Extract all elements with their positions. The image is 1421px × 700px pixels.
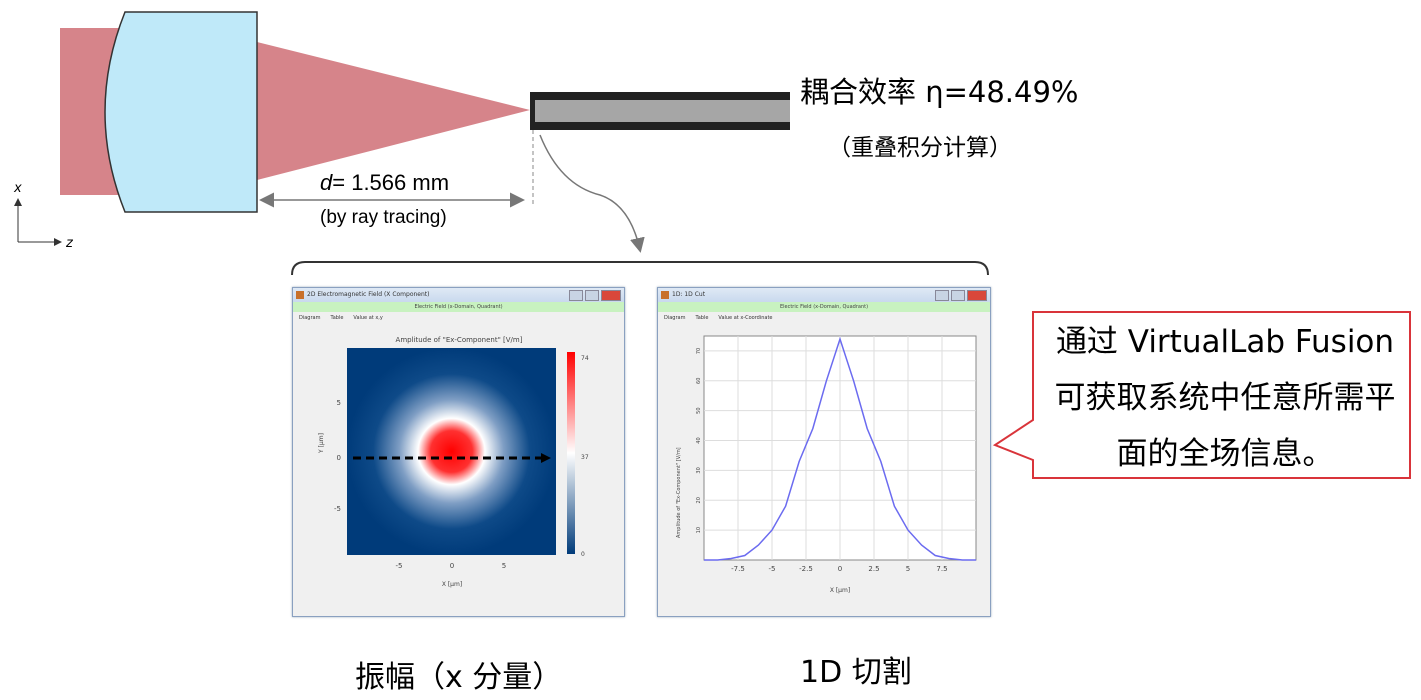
x-tick-label: -7.5 xyxy=(731,565,745,573)
distance-method: (by ray tracing) xyxy=(320,207,447,228)
colorbar-tick: 37 xyxy=(581,454,589,461)
close-button[interactable] xyxy=(601,290,621,301)
coupling-efficiency: 耦合效率 η=48.49% xyxy=(800,75,1078,109)
svg-text:x: x xyxy=(13,181,22,196)
callout-text: 通过 VirtualLab Fusion 可获取系统中任意所需平面的全场信息。 xyxy=(1054,324,1396,472)
tab-diagram[interactable]: Diagram xyxy=(299,315,321,321)
tab-value[interactable]: Value at x,y xyxy=(353,315,383,321)
coordinate-axes: x z xyxy=(13,181,74,251)
app-icon xyxy=(296,291,304,299)
x-tick-label: 2.5 xyxy=(868,565,879,573)
tab-diagram[interactable]: Diagram xyxy=(664,315,686,321)
x-axis-label: X [µm] xyxy=(830,587,850,594)
window-2d-field[interactable]: 2D Electromagnetic Field (X Component) E… xyxy=(292,287,625,617)
y-axis-label: Y [µm] xyxy=(318,433,325,454)
y-tick: 5 xyxy=(337,399,341,407)
colorbar xyxy=(567,352,575,554)
y-axis-label: Amplitude of "Ex-Component" [V/m] xyxy=(676,447,682,538)
y-tick-label: 40 xyxy=(696,437,702,443)
minimize-button[interactable] xyxy=(935,290,949,301)
x-tick-label: -5 xyxy=(769,565,776,573)
x-axis-label: X [µm] xyxy=(442,581,462,588)
fiber-core xyxy=(535,100,790,122)
focused-beam-cone xyxy=(257,42,530,180)
colorbar-tick: 0 xyxy=(581,551,585,558)
app-icon xyxy=(661,291,669,299)
caption-cut: 1D 切割 xyxy=(800,655,912,690)
field-plot: Amplitude of "Ex-Component" [V/m] 74 37 … xyxy=(318,336,589,588)
window-title: 2D Electromagnetic Field (X Component) xyxy=(307,291,430,298)
lens xyxy=(104,11,258,213)
window-subtitle: Electric Field (x-Domain, Quadrant) xyxy=(293,302,624,312)
y-tick-label: 70 xyxy=(696,348,702,354)
x-tick: 0 xyxy=(450,562,454,570)
window-title: 1D: 1D Cut xyxy=(672,291,706,298)
y-tick-label: 20 xyxy=(696,497,702,503)
x-tick: 5 xyxy=(502,562,506,570)
minimize-button[interactable] xyxy=(569,290,583,301)
colorbar-tick: 74 xyxy=(581,355,589,362)
x-tick-label: 7.5 xyxy=(936,565,947,573)
curved-arrow xyxy=(539,134,645,253)
tab-value[interactable]: Value at x-Coordinate xyxy=(718,315,773,321)
distance-label: d= 1.566 mm xyxy=(320,170,449,195)
y-tick-label: 10 xyxy=(696,527,702,533)
y-tick-label: 60 xyxy=(696,378,702,384)
y-tick: 0 xyxy=(337,454,341,462)
brace xyxy=(291,261,989,276)
close-button[interactable] xyxy=(967,290,987,301)
y-tick: -5 xyxy=(334,505,341,513)
y-tick-label: 50 xyxy=(696,407,702,413)
callout-box xyxy=(992,311,1411,479)
maximize-button[interactable] xyxy=(585,290,599,301)
caption-amplitude: 振幅（x 分量） xyxy=(355,660,562,695)
efficiency-method: （重叠积分计算） xyxy=(828,135,1012,161)
window-1d-cut[interactable]: 1D: 1D Cut Electric Field (x-Domain, Qua… xyxy=(657,287,991,617)
x-tick-label: 0 xyxy=(838,565,842,573)
x-tick-label: 5 xyxy=(906,565,910,573)
amplitude-line xyxy=(704,336,976,561)
x-tick: -5 xyxy=(396,562,403,570)
x-tick-label: -2.5 xyxy=(799,565,813,573)
window-subtitle: Electric Field (x-Domain, Quadrant) xyxy=(658,302,990,312)
tab-table[interactable]: Table xyxy=(330,315,344,321)
y-tick-label: 30 xyxy=(696,467,702,473)
plot-title: Amplitude of "Ex-Component" [V/m] xyxy=(396,336,523,344)
svg-text:z: z xyxy=(65,236,74,251)
maximize-button[interactable] xyxy=(951,290,965,301)
tab-table[interactable]: Table xyxy=(695,315,709,321)
